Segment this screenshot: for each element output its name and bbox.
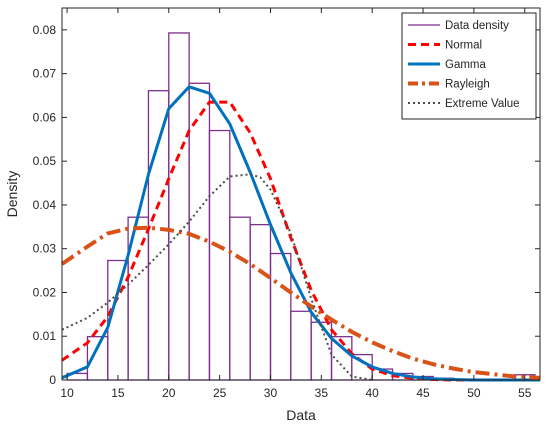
series-line-extreme-value [61, 173, 373, 381]
x-tick-label: 35 [315, 386, 329, 400]
y-tick-label: 0.01 [33, 329, 57, 343]
y-tick-label: 0 [49, 373, 56, 387]
y-tick-label: 0.04 [33, 198, 57, 212]
x-tick-label: 30 [264, 386, 278, 400]
x-tick-label: 15 [111, 386, 125, 400]
legend-box [401, 12, 537, 120]
x-axis-ticks: 10 15 20 25 30 35 40 45 50 55 [60, 8, 532, 400]
legend: Data density Normal Gamma Rayleigh Extreme V… [401, 12, 537, 120]
x-tick-label: 40 [366, 386, 380, 400]
y-tick-label: 0.02 [33, 285, 57, 299]
legend-label: Normal [445, 40, 482, 52]
x-tick-label: 25 [213, 386, 227, 400]
y-tick-label: 0.08 [33, 23, 57, 37]
y-tick-label: 0.06 [33, 110, 57, 124]
plot-frame [61, 7, 541, 381]
y-axis-ticks: 0 0.01 0.02 0.03 0.04 0.05 0.06 0.07 0.08 [33, 23, 540, 387]
x-axis-label: Data [286, 407, 316, 423]
x-tick-label: 20 [162, 386, 176, 400]
legend-label: Extreme Value [445, 98, 520, 110]
y-axis-label: Density [4, 171, 20, 218]
x-tick-label: 50 [467, 386, 481, 400]
y-tick-label: 0.05 [33, 154, 57, 168]
legend-label: Rayleigh [445, 79, 490, 91]
x-tick-label: 10 [60, 386, 74, 400]
x-tick-label: 55 [518, 386, 532, 400]
legend-label: Gamma [445, 59, 487, 71]
x-tick-label: 45 [416, 386, 430, 400]
y-tick-label: 0.07 [33, 67, 57, 81]
series-line-rayleigh [60, 225, 541, 380]
y-tick-label: 0.03 [33, 242, 57, 256]
legend-label: Data density [445, 20, 509, 32]
